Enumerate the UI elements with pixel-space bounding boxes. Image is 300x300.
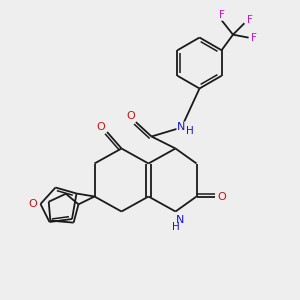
Text: N: N [177,122,186,133]
Text: F: F [219,10,224,20]
Text: O: O [28,199,38,209]
Text: O: O [97,122,106,132]
Text: O: O [126,111,135,121]
Text: O: O [217,191,226,202]
Text: H: H [172,222,179,232]
Text: F: F [247,15,253,25]
Text: N: N [176,215,184,225]
Text: F: F [251,33,257,43]
Text: H: H [186,126,194,136]
